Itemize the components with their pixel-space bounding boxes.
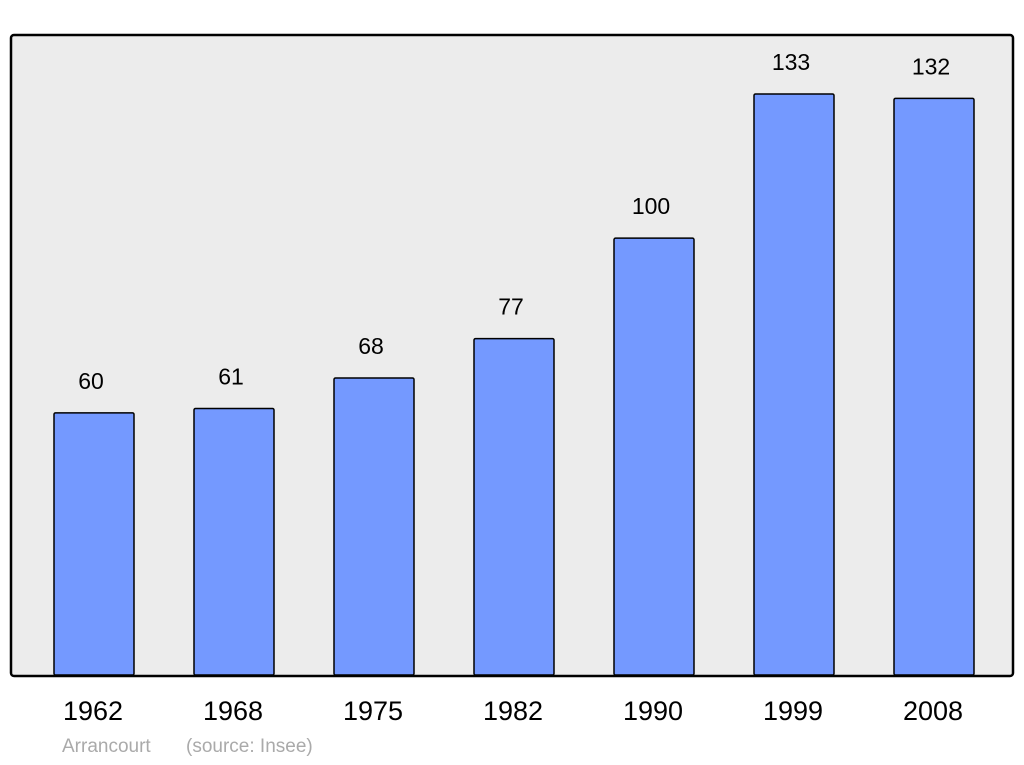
value-label: 132	[912, 53, 950, 79]
value-label: 60	[78, 368, 104, 394]
bar	[193, 407, 275, 676]
x-tick-label: 1982	[483, 696, 543, 726]
value-label: 68	[358, 333, 384, 359]
x-tick-label: 2008	[903, 696, 963, 726]
bar	[893, 97, 975, 676]
bar	[753, 93, 835, 676]
x-tick-label: 1968	[203, 696, 263, 726]
source-note: (source: Insee)	[186, 736, 313, 757]
x-tick-label: 1975	[343, 696, 403, 726]
x-tick-label: 1999	[763, 696, 823, 726]
value-label: 61	[218, 364, 244, 390]
chart-title: Arrancourt	[62, 736, 151, 757]
value-label: 77	[498, 294, 524, 320]
x-tick-label: 1990	[623, 696, 683, 726]
value-label: 133	[772, 49, 810, 75]
bar	[333, 377, 415, 676]
bar	[473, 337, 555, 676]
bar	[53, 412, 135, 676]
value-label: 100	[632, 193, 670, 219]
bar	[613, 237, 695, 676]
x-tick-label: 1962	[63, 696, 123, 726]
